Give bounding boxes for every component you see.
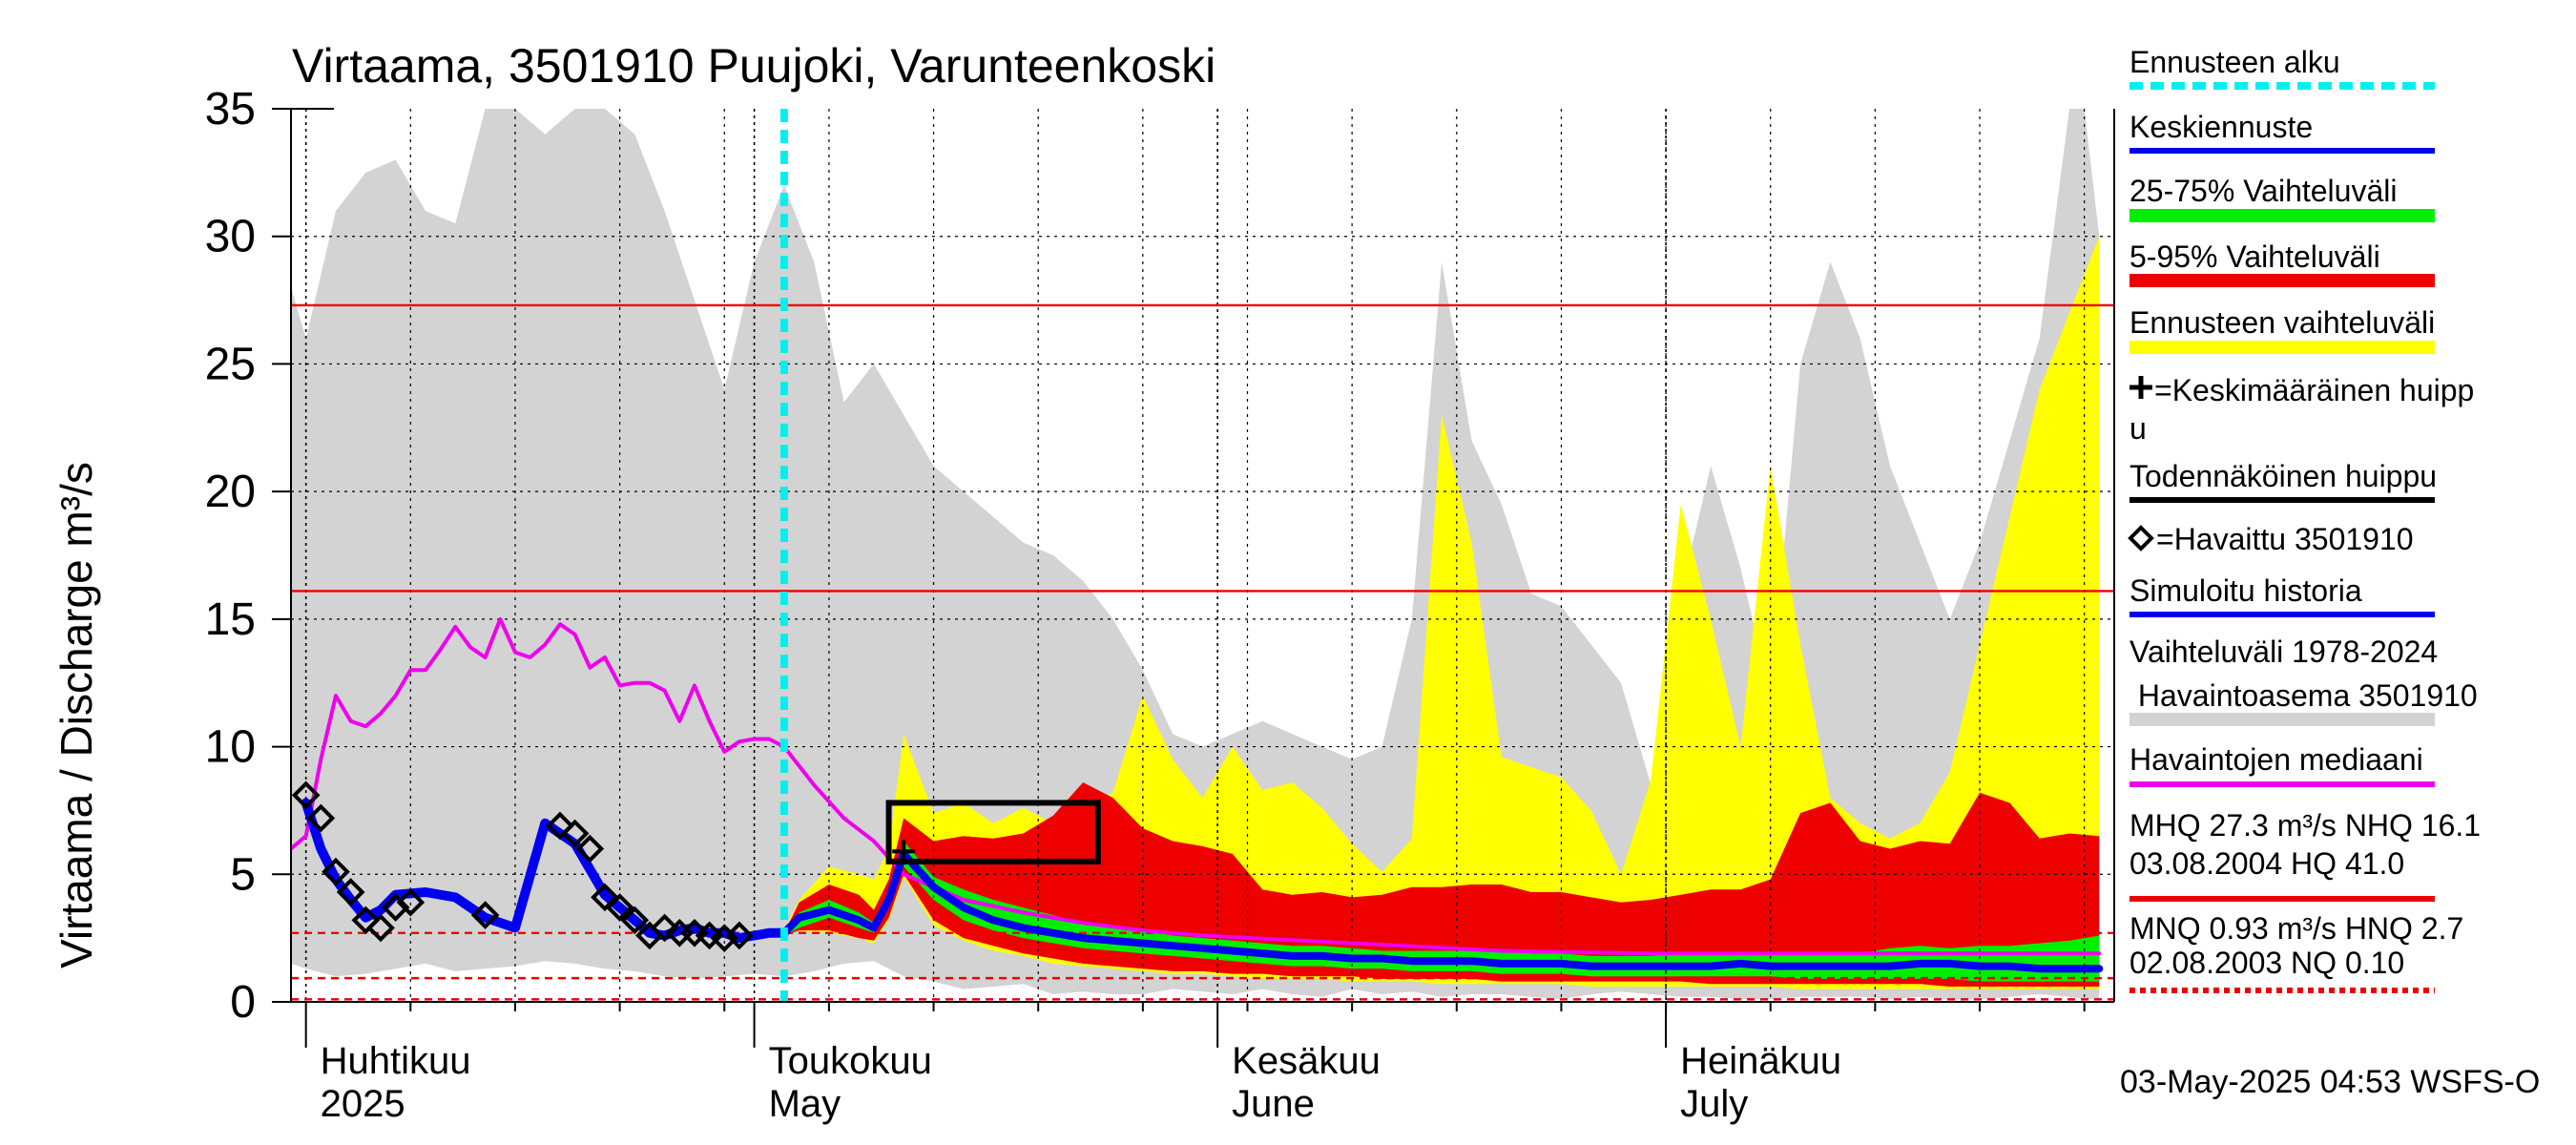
expected-peak-marker — [892, 840, 916, 864]
observed-point — [575, 834, 605, 864]
y-tick-label: 25 — [205, 339, 256, 389]
observed-point — [351, 906, 381, 935]
footer-timestamp: 03-May-2025 04:53 WSFS-O — [2120, 1064, 2540, 1100]
observed-point — [725, 921, 754, 950]
legend-label-line2: 03.08.2004 HQ 41.0 — [2129, 846, 2404, 881]
chart-title: Virtaama, 3501910 Puujoki, Varunteenkosk… — [292, 39, 1215, 93]
band-25-75-area — [783, 841, 2100, 982]
month-label: Toukokuu — [769, 1040, 932, 1082]
observed-point — [366, 913, 395, 943]
observed-point — [470, 901, 500, 929]
legend-label: Havaintojen mediaani — [2129, 742, 2423, 777]
history-range-area — [291, 109, 2100, 1000]
legend-label: Vaihteluväli 1978-2024 — [2129, 635, 2438, 669]
legend-label: =Havaittu 3501910 — [2156, 522, 2414, 556]
observed-point — [336, 878, 365, 906]
legend-label: Simuloitu historia — [2129, 573, 2362, 608]
observed-point — [605, 893, 634, 922]
legend-label: =Keskimääräinen huipp — [2154, 373, 2474, 407]
legend-label-line2: u — [2129, 411, 2147, 446]
observed-point — [396, 887, 426, 917]
legend-label: Ennusteen vaihteluväli — [2129, 305, 2435, 340]
observed-point — [306, 803, 336, 833]
y-tick-label: 30 — [205, 212, 256, 262]
month-label-en: July — [1680, 1083, 1748, 1125]
y-tick-label: 20 — [205, 467, 256, 517]
observed-point — [546, 811, 574, 841]
observed-point — [710, 924, 739, 952]
probable-peak-box — [885, 800, 1101, 864]
legend-label: 5-95% Vaihteluväli — [2129, 239, 2380, 274]
legend-label: MNQ 0.93 m³/s HNQ 2.7 — [2129, 911, 2463, 946]
month-label: Huhtikuu — [321, 1040, 471, 1082]
legend-label: 25-75% Vaihteluväli — [2129, 174, 2397, 208]
month-label-en: May — [769, 1083, 841, 1125]
month-label: Heinäkuu — [1680, 1040, 1841, 1082]
observed-point — [291, 781, 321, 810]
legend: Ennusteen alku Keskiennuste 25-75% Vaihtel… — [2128, 45, 2481, 993]
legend-swatch-diamond — [2128, 525, 2154, 552]
y-tick-label: 5 — [230, 849, 256, 900]
y-tick-label: 0 — [230, 977, 256, 1028]
axes: 05101520253035Huhtikuu2025ToukokuuMayKes… — [205, 84, 2115, 1125]
y-tick-label: 10 — [205, 722, 256, 773]
y-tick-label: 35 — [205, 84, 256, 135]
legend-label: Keskiennuste — [2129, 110, 2313, 144]
legend-label: MHQ 27.3 m³/s NHQ 16.1 — [2129, 808, 2481, 843]
legend-label: Todennäköinen huippu — [2129, 459, 2437, 493]
legend-label: Ennusteen alku — [2129, 45, 2340, 79]
observed-point — [560, 819, 590, 848]
legend-swatch-plus — [2129, 376, 2152, 399]
y-axis-label: Virtaama / Discharge m³/s — [52, 462, 101, 968]
observed-point — [381, 893, 410, 922]
observed-point — [322, 857, 350, 886]
observed-point — [591, 883, 619, 912]
y-tick-label: 15 — [205, 594, 256, 645]
median-forecast-line — [779, 849, 2104, 973]
observed-point — [620, 906, 650, 935]
legend-label-line2: 02.08.2003 NQ 0.10 — [2129, 946, 2404, 980]
plot-area — [291, 109, 2114, 1002]
observed-median-line — [291, 616, 2102, 956]
observed-point — [650, 913, 679, 943]
legend-label-line2: Havaintoasema 3501910 — [2129, 678, 2478, 713]
month-label-en: June — [1232, 1083, 1315, 1125]
month-label: Kesäkuu — [1232, 1040, 1381, 1082]
month-label-en: 2025 — [321, 1083, 405, 1125]
